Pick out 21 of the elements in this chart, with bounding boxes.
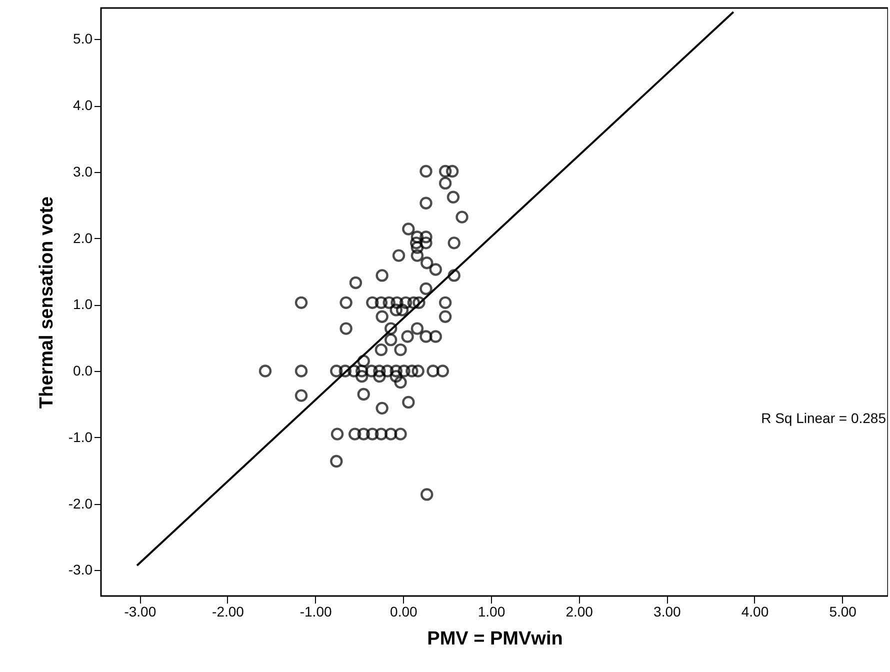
y-tick-label: 1.0 <box>73 296 93 312</box>
y-tick-label: -1.0 <box>68 428 93 445</box>
y-tick-label: 4.0 <box>73 97 93 114</box>
x-tick-label: -1.00 <box>300 604 332 620</box>
x-tick-label: 0.00 <box>390 604 418 620</box>
annotation: R Sq Linear = 0.285 <box>761 410 886 426</box>
x-tick-label: 1.00 <box>478 604 506 620</box>
y-tick-label: -3.0 <box>68 562 93 578</box>
x-tick-label: -2.00 <box>212 604 244 620</box>
x-tick-label: -3.00 <box>124 604 156 620</box>
y-tick-label: 0.0 <box>73 362 93 379</box>
y-tick-label: 2.0 <box>73 230 93 246</box>
x-axis-title: PMV = PMVwin <box>427 628 563 650</box>
x-tick-label: 2.00 <box>566 604 594 620</box>
x-tick-label: 3.00 <box>654 604 681 620</box>
y-tick-label: -2.0 <box>68 495 93 512</box>
y-tick-label: 3.0 <box>73 163 93 180</box>
x-tick-label: 4.00 <box>741 604 769 620</box>
x-tick-label: 5.00 <box>829 604 857 620</box>
y-axis-title: Thermal sensation vote <box>36 196 58 409</box>
y-tick-label: 5.0 <box>73 30 93 47</box>
